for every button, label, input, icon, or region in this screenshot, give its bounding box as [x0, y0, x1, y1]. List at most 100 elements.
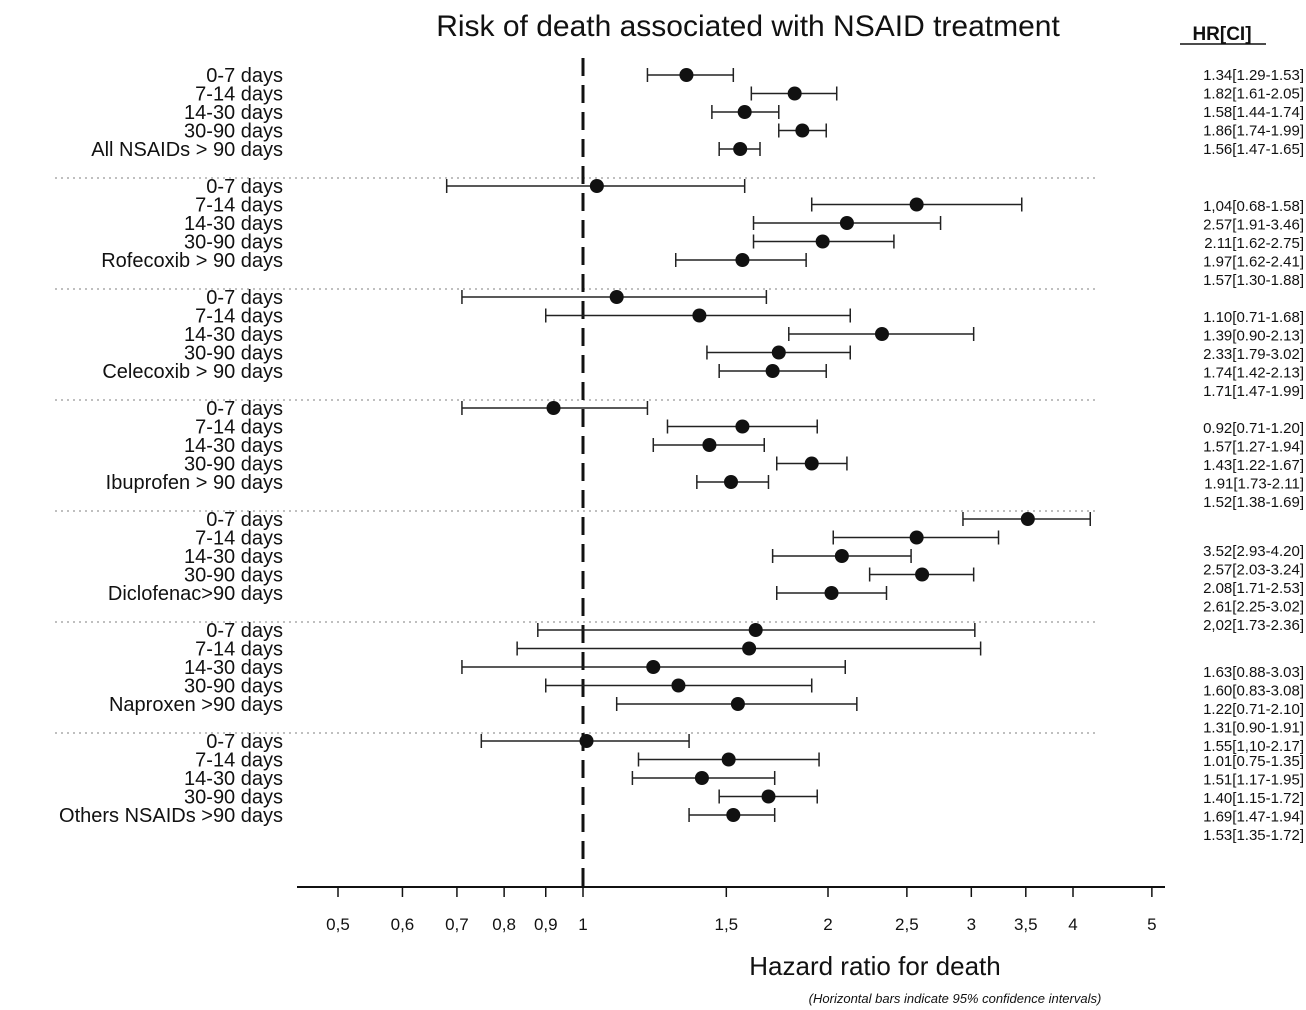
hr-point	[726, 808, 741, 822]
hr-point	[721, 752, 736, 767]
hr-ci-value: 2.08[1.71-2.53]	[1203, 580, 1304, 597]
row-label: 0-7 days	[206, 620, 283, 642]
row-label: 14-30 days	[184, 102, 283, 124]
x-tick-label: 1	[578, 915, 587, 934]
hr-point	[671, 678, 686, 693]
hr-point	[733, 142, 748, 156]
hr-point	[909, 530, 924, 545]
hr-ci-value: 2.61[2.25-3.02]	[1203, 599, 1304, 616]
hr-point	[834, 549, 849, 563]
x-tick-label: 0,8	[492, 915, 516, 934]
x-tick-label: 0,6	[391, 915, 415, 934]
hr-ci-value: 1.91[1.73-2.11]	[1204, 476, 1304, 493]
row-label: 30-90 days	[184, 232, 283, 254]
hr-ci-value: 1.10[0.71-1.68]	[1203, 309, 1304, 326]
hr-ci-values: 1.34[1.29-1.53] 1.82[1.61-2.05]1.58[1.44-…	[1203, 67, 1304, 844]
ci-note: (Horizontal bars indicate 95% confidence…	[809, 991, 1102, 1006]
hr-ci-value: 1.57[1.27-1.94]	[1203, 439, 1304, 456]
hr-ci-value: 2.33[1.79-3.02]	[1203, 346, 1304, 363]
row-label: 0-7 days	[206, 65, 283, 87]
hr-ci-value: 1.74[1.42-2.13]	[1203, 365, 1304, 382]
row-label: 7-14 days	[195, 750, 283, 772]
hr-ci-value: 1,04[0.68-1.58]	[1203, 198, 1304, 215]
hr-ci-value: 1.71[1.47-1.99]	[1203, 383, 1304, 400]
hr-point	[795, 123, 810, 138]
hr-ci-value: 1.86[1.74-1.99]	[1203, 123, 1304, 140]
hr-point	[702, 438, 717, 452]
x-tick-label: 5	[1147, 915, 1156, 934]
hr-point	[824, 586, 839, 600]
x-tick-label: 4	[1068, 915, 1077, 934]
row-label: 30-90 days	[184, 121, 283, 143]
hr-point	[737, 105, 752, 119]
row-label: Naproxen >90 days	[109, 694, 283, 716]
hazard-ratio-points	[546, 68, 1035, 822]
hr-ci-value: 1.01[0.75-1.35]	[1203, 753, 1304, 770]
hr-ci-value: 1.82[1.61-2.05]	[1203, 86, 1304, 103]
hr-point	[679, 68, 694, 82]
hr-point	[609, 290, 624, 304]
row-label: Diclofenac>90 days	[108, 583, 283, 605]
row-label: 30-90 days	[184, 565, 283, 587]
hr-point	[1020, 512, 1035, 526]
hr-point	[804, 456, 819, 471]
row-label: 30-90 days	[184, 343, 283, 365]
hr-header: HR[CI]	[1180, 24, 1266, 45]
hr-ci-value: 1.43[1.22-1.67]	[1203, 457, 1304, 474]
row-label: 14-30 days	[184, 213, 283, 235]
hr-ci-value: 1.58[1.44-1.74]	[1203, 104, 1304, 121]
hr-ci-value: 1.39[0.90-2.13]	[1203, 328, 1304, 345]
hr-point	[723, 475, 738, 489]
hr-ci-value: 1.69[1.47-1.94]	[1203, 809, 1304, 826]
row-label: 0-7 days	[206, 398, 283, 420]
hr-point	[909, 197, 924, 212]
row-label: 0-7 days	[206, 509, 283, 531]
hr-point	[874, 327, 889, 341]
hr-ci-value: 2.11[1.62-2.75]	[1204, 235, 1304, 252]
hr-point	[761, 789, 776, 804]
hr-ci-value: 1.56[1.47-1.65]	[1203, 141, 1304, 158]
x-tick-label: 2	[823, 915, 832, 934]
hr-point	[915, 567, 930, 582]
hr-point	[546, 401, 561, 415]
x-tick-label: 3	[967, 915, 976, 934]
x-tick-label: 2,5	[895, 915, 919, 934]
row-label: 14-30 days	[184, 768, 283, 790]
hr-ci-value: 1.22[0.71-2.10]	[1203, 701, 1304, 718]
hr-point	[589, 179, 604, 193]
hr-ci-value: 3.52[2.93-4.20]	[1203, 543, 1304, 560]
row-label: 30-90 days	[184, 454, 283, 476]
row-label: Rofecoxib > 90 days	[101, 250, 283, 272]
x-axis: 0,5 0,6 0,7 0,8 0,9 1 1,5 2 2,5 3 3,5 4 5	[297, 886, 1165, 934]
hr-point	[579, 734, 594, 748]
hr-point	[730, 697, 745, 711]
row-label: 7-14 days	[195, 639, 283, 661]
hr-point	[742, 641, 757, 656]
hr-point	[815, 234, 830, 249]
hr-point	[692, 308, 707, 323]
hr-ci-value: 1.63[0.88-3.03]	[1203, 664, 1304, 681]
row-label: 30-90 days	[184, 676, 283, 698]
hr-point	[748, 623, 763, 637]
row-label: 14-30 days	[184, 546, 283, 568]
hr-point	[735, 419, 750, 434]
row-label: 7-14 days	[195, 84, 283, 106]
x-tick-label: 0,7	[445, 915, 469, 934]
row-label: 14-30 days	[184, 324, 283, 346]
hr-ci-value: 2,02[1.73-2.36]	[1203, 617, 1304, 634]
x-tick-label: 3,5	[1014, 915, 1038, 934]
hr-ci-value: 1.53[1.35-1.72]	[1203, 827, 1304, 844]
hr-ci-value: 2.57[1.91-3.46]	[1203, 217, 1304, 234]
row-label: 7-14 days	[195, 417, 283, 439]
row-label: Ibuprofen > 90 days	[106, 472, 283, 494]
hr-ci-value: 1.57[1.30-1.88]	[1203, 272, 1304, 289]
hr-header-label: HR[CI]	[1192, 24, 1251, 45]
x-axis-label: Hazard ratio for death	[749, 951, 1000, 981]
hr-point	[787, 86, 802, 101]
confidence-intervals	[445, 68, 1091, 822]
hr-ci-value: 2.57[2.03-3.24]	[1203, 562, 1304, 579]
hr-ci-value: 1.97[1.62-2.41]	[1203, 254, 1304, 271]
row-label: 14-30 days	[184, 435, 283, 457]
